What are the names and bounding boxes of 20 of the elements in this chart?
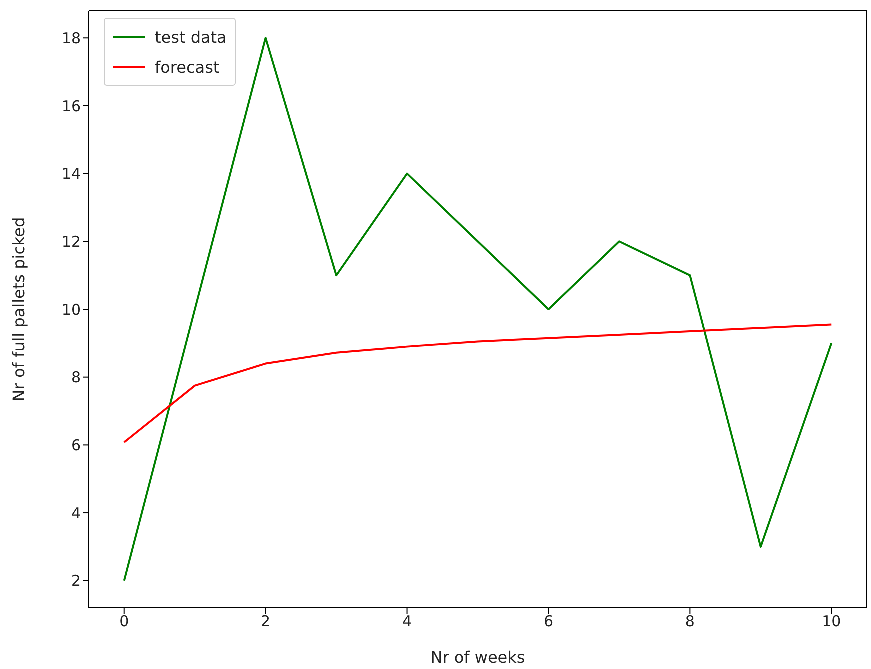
y-tick-label: 16 — [62, 97, 81, 116]
x-axis-title: Nr of weeks — [430, 648, 526, 667]
y-tick-label: 10 — [62, 300, 81, 319]
x-tick-label: 6 — [544, 612, 554, 631]
y-tick-label: 2 — [71, 572, 81, 590]
y-axis-title: Nr of full pallets picked — [10, 217, 29, 402]
y-tick-label: 6 — [71, 436, 81, 455]
x-tick-label: 10 — [822, 612, 842, 631]
y-tick-label: 12 — [62, 232, 81, 251]
legend-label: test data — [155, 28, 227, 46]
x-tick-label: 2 — [261, 612, 271, 631]
y-tick-label: 14 — [62, 165, 81, 184]
x-tick-label: 8 — [685, 612, 695, 631]
x-tick-label: 0 — [120, 612, 130, 631]
y-tick-label: 8 — [71, 368, 81, 387]
legend-label: forecast — [155, 58, 220, 76]
y-tick-label: 18 — [62, 29, 81, 48]
y-tick-label: 4 — [71, 504, 81, 522]
x-tick-label: 4 — [402, 612, 412, 631]
line-series — [123, 324, 833, 444]
